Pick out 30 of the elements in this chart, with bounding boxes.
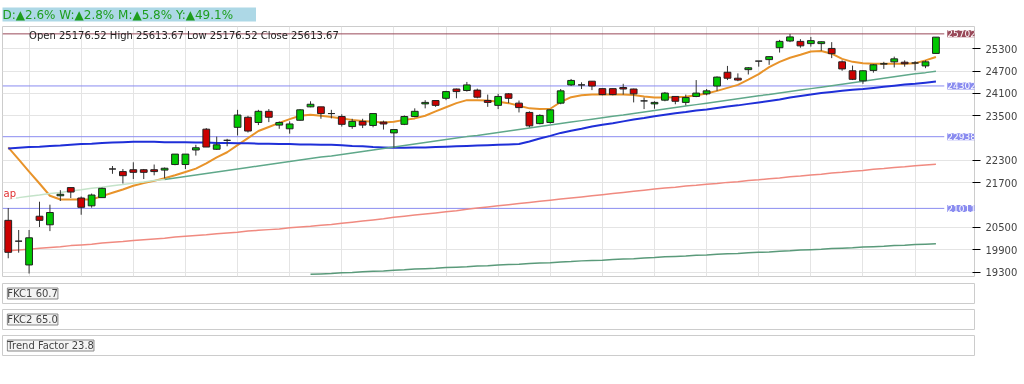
y-tick-label: 23500: [985, 110, 1018, 122]
candlestick: [734, 72, 742, 82]
chart-subtitle: Open 25176.52 High 25613.67 Low 25176.52 Close 25613.67: [29, 29, 339, 41]
ref-line-label: 21011: [947, 203, 976, 214]
text: FKC1 60.7: [7, 288, 58, 299]
candlestick: [35, 201, 44, 228]
y-tick-label: 22300: [985, 155, 1018, 167]
line-series: [163, 70, 937, 181]
candlestick: [390, 129, 398, 149]
annotation: ap: [3, 187, 16, 199]
candlestick: [233, 109, 242, 136]
ref-line-label: 22938: [947, 132, 977, 143]
y-tick-label: 19900: [985, 244, 1018, 256]
text: FKC2 65.0: [7, 314, 58, 325]
ref-line-label: 25702: [947, 29, 976, 40]
candlestick: [202, 127, 211, 148]
candlestick: [46, 204, 54, 232]
ref-line-label: 24302: [947, 81, 976, 92]
candlestick: [119, 168, 127, 184]
candlestick: [191, 144, 200, 157]
line-series: [309, 243, 937, 276]
text: Trend Factor 23.8: [6, 340, 94, 351]
y-tick-label: 19300: [985, 267, 1018, 279]
chart-title: D:▲2.6% W:▲2.8% M:▲5.8% Y:▲49.1%: [2, 7, 234, 22]
y-tick-label: 20500: [985, 222, 1018, 234]
line-series: [7, 80, 937, 150]
y-tick-label: 21700: [985, 177, 1018, 189]
y-tick-label: 25300: [985, 43, 1018, 55]
y-tick-label: 24700: [985, 66, 1018, 78]
y-tick-label: 24100: [985, 88, 1018, 100]
